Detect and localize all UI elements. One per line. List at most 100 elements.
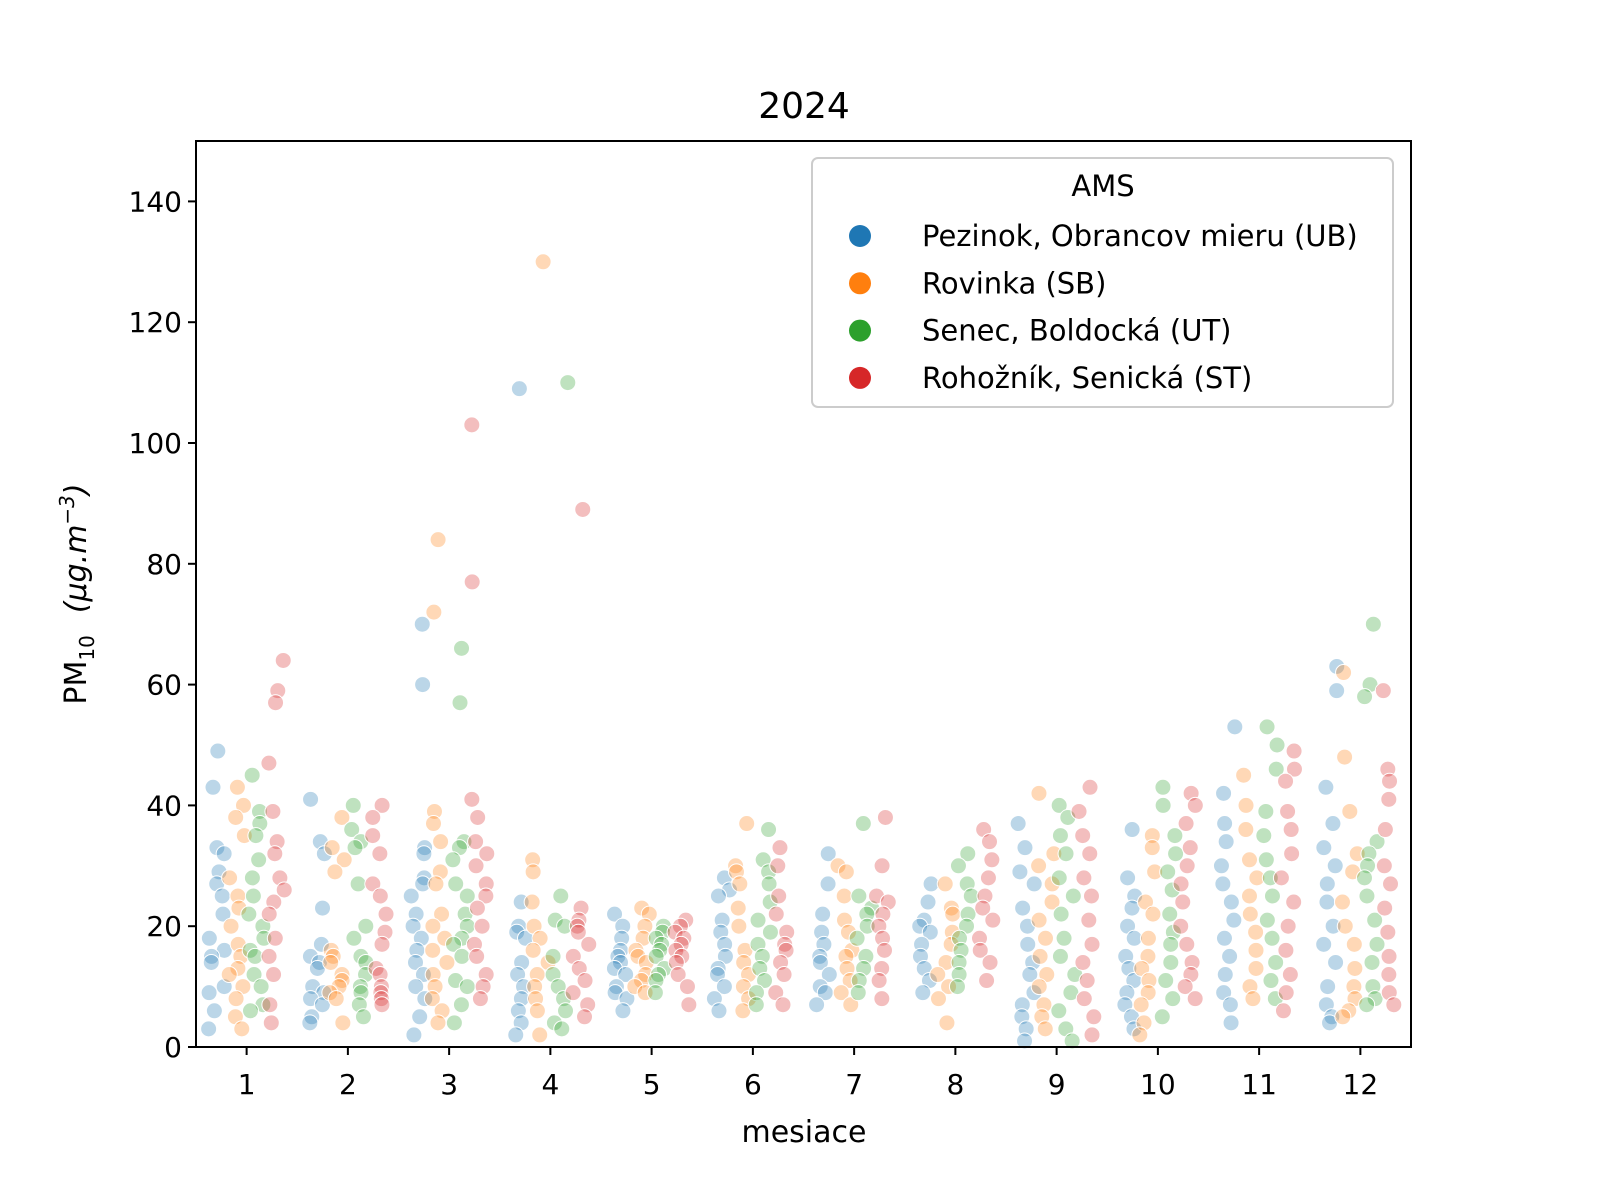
data-point [1222,1014,1240,1032]
data-point [944,905,962,923]
y-tick-label: 100 [129,427,182,460]
data-point [203,947,221,965]
data-point [321,984,339,1002]
data-point [205,1002,223,1020]
data-point [943,923,961,941]
data-point [262,1014,280,1032]
data-point [1064,887,1082,905]
data-point [526,978,544,996]
data-point [227,808,245,826]
data-point [848,929,866,947]
data-point [1315,839,1333,857]
data-point [429,531,447,549]
data-point [510,380,528,398]
data-point [345,929,363,947]
data-point [983,851,1001,869]
data-point [767,905,785,923]
data-point [215,845,233,863]
data-point [873,990,891,1008]
data-point [647,972,665,990]
data-point [1248,869,1266,887]
data-point [229,959,247,977]
data-point [576,972,594,990]
data-point [858,917,876,935]
x-tick-label: 12 [1343,1068,1379,1101]
data-point [1174,893,1192,911]
y-tick-label: 120 [129,306,182,339]
data-point [1328,657,1346,675]
data-point [1279,917,1297,935]
data-point [1336,917,1354,935]
data-point [478,845,496,863]
x-tick-label: 8 [946,1068,964,1101]
data-point [407,978,425,996]
legend-marker [849,319,871,342]
data-point [1057,845,1075,863]
data-point [468,899,486,917]
data-point [1154,796,1172,814]
data-point [260,905,278,923]
x-tick-label: 1 [238,1068,256,1101]
data-point [1016,839,1034,857]
data-point [1237,796,1255,814]
data-point [568,917,586,935]
data-point [463,416,481,434]
data-point [1050,1002,1068,1020]
data-point [771,839,789,857]
data-point [776,935,794,953]
data-point [1241,851,1259,869]
data-point [849,984,867,1002]
data-point [1019,935,1037,953]
data-point [438,953,456,971]
data-point [959,845,977,863]
data-point [678,978,696,996]
data-point [873,857,891,875]
data-point [1132,996,1150,1014]
data-point [1263,887,1281,905]
data-point [738,815,756,833]
data-point [326,863,344,881]
data-point [614,1002,632,1020]
data-point [1225,911,1243,929]
data-point [1146,863,1164,881]
data-point [364,827,382,845]
data-point [1328,682,1346,700]
data-point [654,923,672,941]
data-point [425,802,443,820]
data-point [854,815,872,833]
data-point [302,790,320,808]
data-point [546,911,564,929]
data-point [1376,899,1394,917]
data-point [614,917,632,935]
data-point [471,990,489,1008]
data-point [250,851,268,869]
data-point [473,917,491,935]
data-point [371,845,389,863]
data-point [1247,959,1265,977]
data-point [1375,857,1393,875]
data-point [244,887,262,905]
data-point [937,953,955,971]
data-point [1247,941,1265,959]
data-point [850,887,868,905]
data-point [1215,784,1233,802]
data-point [1318,893,1336,911]
data-point [252,978,270,996]
data-point [1063,1032,1081,1050]
y-label-close: ) [59,483,94,497]
data-point [1222,893,1240,911]
data-point [819,875,837,893]
data-point [1360,845,1378,863]
data-point [936,875,954,893]
data-point [260,947,278,965]
data-point [444,851,462,869]
legend-title: AMS [1071,169,1134,203]
data-point [275,881,293,899]
data-point [436,929,454,947]
chart-title: 2024 [758,86,850,127]
data-point [240,905,258,923]
data-point [832,984,850,1002]
data-point [1380,947,1398,965]
data-point [1358,887,1376,905]
data-point [1358,996,1376,1014]
